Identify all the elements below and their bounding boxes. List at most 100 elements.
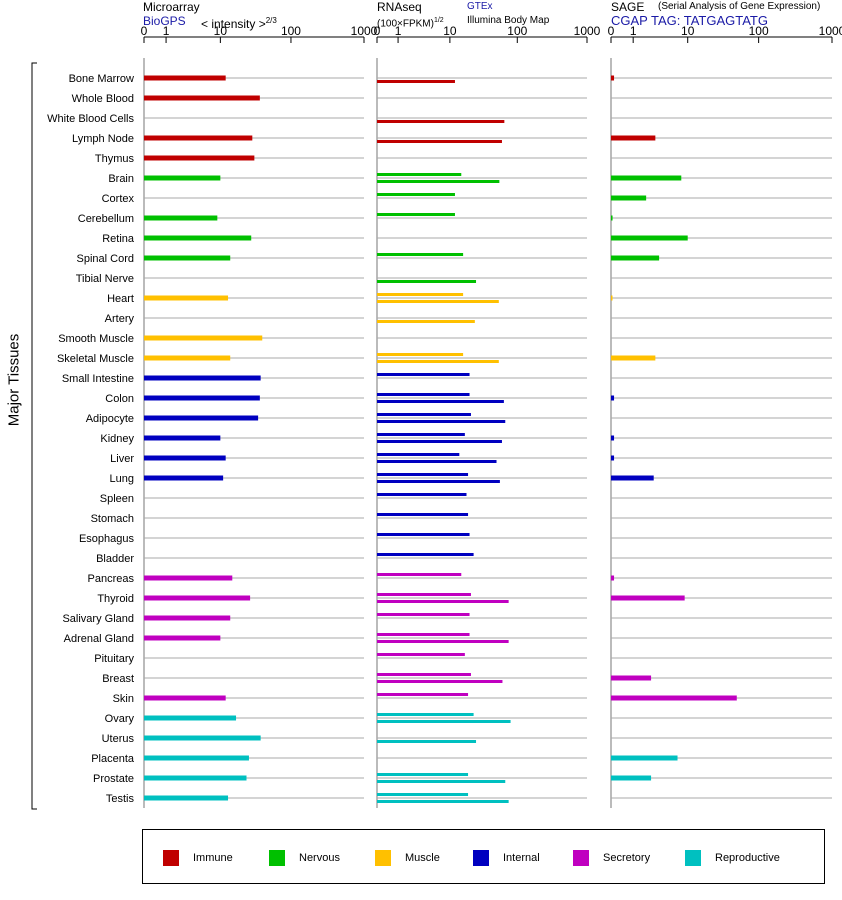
tissue-label: Stomach [91, 513, 134, 525]
sage-tick-label: 10 [681, 24, 695, 38]
gtex-bar [377, 173, 462, 176]
tissue-label: Skeletal Muscle [57, 353, 134, 365]
tissue-label: Skin [113, 693, 134, 705]
tissue-label: White Blood Cells [47, 113, 134, 125]
illumina-bar [377, 680, 503, 683]
sage-bar [611, 595, 685, 601]
tissue-label: Esophagus [79, 533, 135, 545]
tissue-label: Breast [102, 673, 134, 685]
rnaseq-source-gtex[interactable]: GTEx [467, 1, 493, 12]
legend-item: Reproductive [685, 850, 780, 866]
tissue-label: Ovary [105, 713, 135, 725]
legend-label: Internal [503, 852, 540, 864]
legend-swatch [269, 850, 285, 866]
gtex-bar [377, 793, 469, 796]
sage-bar [611, 295, 613, 301]
gtex-bar [377, 353, 464, 356]
sage-bar [611, 235, 688, 241]
tissue-label: Prostate [93, 773, 134, 785]
gtex-bar [377, 613, 470, 616]
tissue-label: Cortex [102, 193, 135, 205]
sage-bar [611, 575, 615, 581]
sage-bar [611, 695, 737, 701]
microarray-source[interactable]: BioGPS [143, 14, 186, 28]
microarray-bar [144, 755, 249, 761]
sage-bar [611, 775, 652, 781]
gtex-bar [377, 653, 465, 656]
microarray-bar [144, 595, 251, 601]
gtex-bar [377, 253, 464, 256]
rnaseq-title: RNAseq [377, 0, 422, 14]
gtex-bar [377, 573, 462, 576]
sage-bar [611, 175, 682, 181]
sage-bar [611, 195, 647, 201]
sage-tick-label: 100 [749, 24, 769, 38]
tissue-label: Thyroid [97, 593, 134, 605]
rnaseq-tick-label: 1000 [574, 24, 601, 38]
legend-item: Immune [163, 850, 233, 866]
microarray-bar [144, 355, 231, 361]
tissue-label: Bone Marrow [69, 73, 134, 85]
tissue-label: Spinal Cord [77, 253, 134, 265]
tissue-label: Lung [110, 473, 134, 485]
legend-label: Muscle [405, 852, 440, 864]
gtex-bar [377, 453, 460, 456]
sage-tag[interactable]: CGAP TAG: TATGAGTATG [611, 13, 768, 28]
gtex-bar [377, 413, 471, 416]
legend-item: Nervous [269, 850, 340, 866]
sage-title: SAGE [611, 0, 645, 14]
tissue-label: Smooth Muscle [58, 333, 134, 345]
sage-bar [611, 455, 615, 461]
microarray-bar [144, 435, 221, 441]
tissue-bracket [31, 62, 37, 810]
legend-swatch [375, 850, 391, 866]
tissue-label: Brain [108, 173, 134, 185]
microarray-bar [144, 235, 252, 241]
gtex-bar [377, 713, 474, 716]
sage-bar [611, 355, 656, 361]
tissue-label: Colon [105, 393, 134, 405]
microarray-bar [144, 175, 221, 181]
legend-label: Immune [193, 852, 233, 864]
illumina-bar [377, 600, 509, 603]
microarray-units: < intensity >2/3 [201, 14, 277, 31]
rnaseq-tick-label: 100 [507, 24, 527, 38]
microarray-bar [144, 475, 224, 481]
sage-tick-label: 1000 [819, 24, 842, 38]
microarray-bar [144, 95, 260, 101]
legend-swatch [573, 850, 589, 866]
legend-item: Internal [473, 850, 540, 866]
microarray-bar [144, 795, 229, 801]
rnaseq-units: (100×FPKM)1/2 [377, 15, 444, 30]
legend: Immune Nervous Muscle Internal Secretory Repr… [142, 829, 825, 884]
microarray-tick-label: 1 [163, 24, 170, 38]
illumina-bar [377, 420, 506, 423]
gtex-bar [377, 293, 464, 296]
illumina-bar [377, 300, 499, 303]
sage-tick-label: 1 [630, 24, 637, 38]
microarray-bar [144, 75, 226, 81]
rnaseq-tick-label: 1 [395, 24, 402, 38]
legend-label: Reproductive [715, 852, 780, 864]
tissue-label: Whole Blood [72, 93, 134, 105]
legend-label: Secretory [603, 852, 651, 864]
microarray-bar [144, 715, 237, 721]
tissue-label: Cerebellum [78, 213, 134, 225]
legend-label: Nervous [299, 852, 340, 864]
tissue-label: Adipocyte [86, 413, 134, 425]
gtex-bar [377, 493, 467, 496]
tissue-label: Spleen [100, 493, 134, 505]
microarray-bar [144, 155, 255, 161]
sage-bar [611, 75, 615, 81]
expression-chart: 011010010000110100100001101001000Bone Ma… [31, 24, 842, 810]
sage-bar [611, 135, 656, 141]
sage-subtitle: (Serial Analysis of Gene Expression) [658, 1, 821, 12]
illumina-bar [377, 780, 506, 783]
microarray-bar [144, 735, 261, 741]
rnaseq-source-illumina[interactable]: Illumina Body Map [467, 15, 550, 26]
gtex-bar [377, 213, 455, 216]
illumina-bar [377, 640, 509, 643]
illumina-bar [377, 740, 477, 743]
illumina-bar [377, 360, 499, 363]
tissue-label: Kidney [100, 433, 134, 445]
